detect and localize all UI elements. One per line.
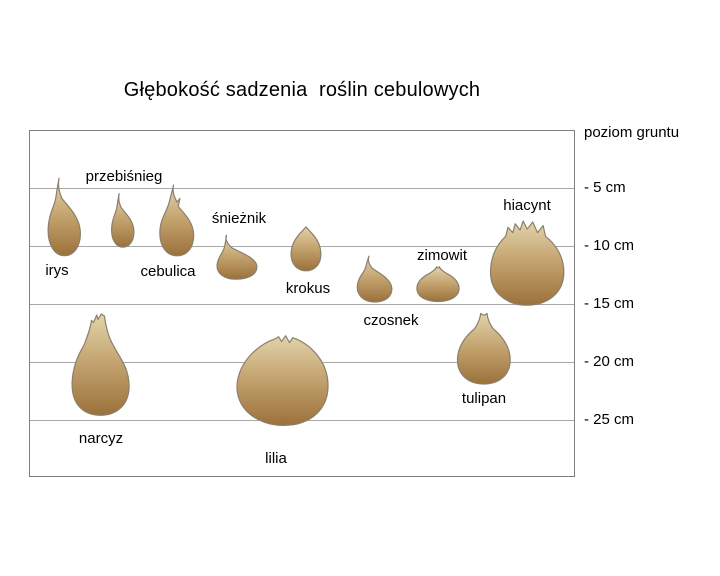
bulbs-layer — [30, 131, 574, 476]
bulb-label-narcyz: narcyz — [78, 430, 124, 447]
bulb-label-krokus: krokus — [285, 280, 331, 297]
depth-line-15cm — [30, 304, 574, 305]
bulb-label-przebisnieg: przebiśnieg — [85, 168, 163, 185]
bulb-przebisnieg-shape — [112, 194, 134, 247]
depth-tick-15cm: - 15 cm — [584, 295, 635, 312]
bulb-hiacynt-shape — [491, 221, 564, 305]
bulb-snieznik-shape — [217, 235, 257, 279]
page-title: Głębokość sadzenia roślin cebulowych — [123, 79, 481, 101]
bulb-zimowit-shape — [417, 267, 459, 302]
depth-tick-10cm: - 10 cm — [584, 237, 635, 254]
bulb-krokus-shape — [291, 227, 321, 271]
bulb-label-tulipan: tulipan — [461, 390, 507, 407]
bulb-label-cebulica: cebulica — [140, 263, 196, 280]
bulb-label-snieznik: śnieżnik — [211, 210, 267, 227]
bulb-cebulica-shape — [160, 185, 194, 256]
bulb-label-zimowit: zimowit — [416, 247, 468, 264]
depth-tick-20cm: - 20 cm — [584, 353, 635, 370]
bulb-label-lilia: lilia — [265, 450, 287, 467]
bulb-czosnek-shape — [357, 256, 392, 302]
bulb-irys-shape — [48, 178, 80, 255]
bulb-tulipan-shape — [457, 313, 510, 384]
depth-line-5cm — [30, 188, 574, 189]
bulb-lilia-shape — [237, 336, 328, 426]
depth-tick-5cm: - 5 cm — [584, 179, 626, 196]
bulb-label-irys: irys — [45, 262, 69, 279]
bulb-label-hiacynt: hiacynt — [503, 197, 551, 214]
planting-depth-chart: irys przebiśnieg cebulica śnieżnik kroku… — [29, 130, 575, 477]
ground-level-label: poziom gruntu — [584, 124, 680, 141]
depth-tick-25cm: - 25 cm — [584, 411, 635, 428]
bulb-narcyz-shape — [72, 314, 129, 415]
bulb-label-czosnek: czosnek — [363, 312, 419, 329]
